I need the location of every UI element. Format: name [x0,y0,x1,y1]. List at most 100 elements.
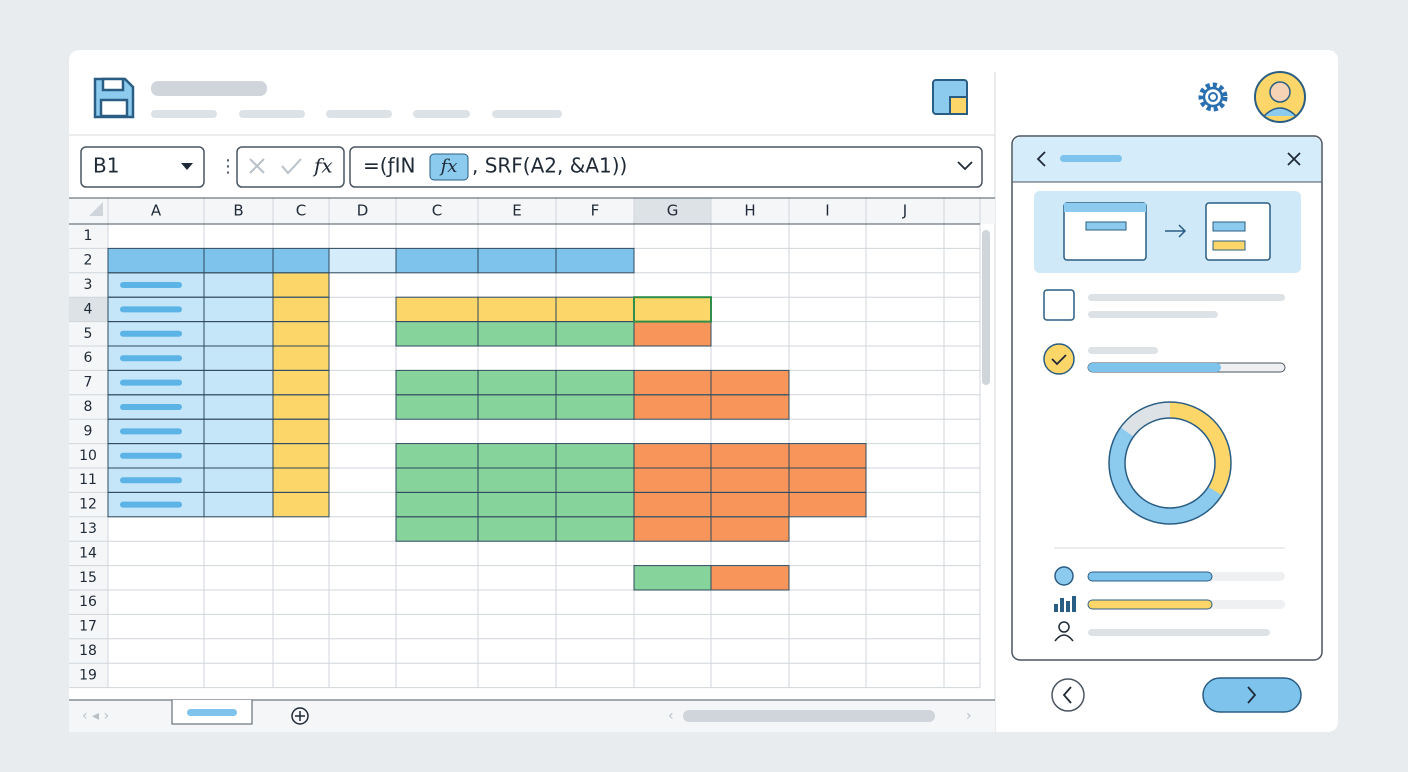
cell-fill [396,468,478,493]
row-header: 6 [84,350,93,366]
check-icon [1051,354,1067,366]
column-header: I [825,202,829,220]
dropdown-arrow[interactable] [181,163,193,170]
column-header: F [591,202,600,220]
cell-fill [396,370,478,395]
row-header: 3 [84,277,93,293]
accept-button[interactable] [281,158,302,175]
cell-fill [634,321,711,346]
name-box[interactable] [80,146,205,188]
save-icon[interactable] [93,77,135,119]
illustration [1212,221,1246,232]
progress-fill [1087,599,1213,610]
row-header: 12 [79,497,97,513]
status-icon [1054,566,1074,586]
column-header-bar [69,198,995,224]
arrow [1165,224,1187,238]
cell-border [710,565,790,591]
donut-outline [1124,417,1216,509]
formula-text: =(ƒIN [363,154,415,178]
prev-button[interactable] [1051,678,1085,712]
cell-fill [396,297,478,322]
column-header: A [151,202,162,220]
check-icon [1043,343,1075,375]
fx-button[interactable]: fx [312,154,333,178]
row-header: 11 [79,472,97,488]
cell-fill [204,443,273,468]
cell-content [120,501,182,508]
cell-fill [556,370,634,395]
expand-arrow[interactable] [957,161,973,171]
row-header: 15 [79,570,97,586]
formula-input[interactable] [349,146,983,188]
cell-fill [273,443,329,468]
cancel-button[interactable] [249,158,265,174]
settings-icon[interactable] [1198,82,1228,112]
panel-back[interactable] [1036,151,1046,167]
cell-fill [273,419,329,444]
tab-nav[interactable]: ‹ ◂ › [82,708,109,724]
row-header: 7 [84,375,93,391]
add-sheet[interactable] [291,707,309,725]
formula-buttons [236,146,345,188]
cell-content [120,379,182,386]
cell-content [120,355,182,362]
panel-close[interactable] [1287,152,1301,166]
cell-fill [556,492,634,517]
cell-fill [634,468,711,493]
cell-fill [396,321,478,346]
cell-fill [273,394,329,420]
cell-fill [711,370,789,395]
menu-placeholders [151,110,562,118]
cell-fill [478,297,556,322]
add-sheet-plus [295,711,305,721]
cell-fill [556,516,634,542]
cell-content [120,428,182,435]
cell-fill [711,492,789,517]
select-all [89,202,103,216]
avatar[interactable] [1254,71,1306,123]
next-arrow [1247,686,1257,704]
cell-fill [396,492,478,517]
panel-header [1013,136,1321,182]
cell-fill [478,321,556,346]
row-header: 19 [79,667,97,683]
column-header: G [667,202,679,220]
cell-fill [204,492,273,517]
cell-border [710,516,790,542]
donut-outline [1108,401,1232,525]
cell-fill [556,248,634,273]
formula-text: , SRF(A2, &A1)) [472,154,627,178]
scroll-left[interactable]: ‹ [668,708,674,724]
cell-fill [329,248,396,273]
cell-border [555,247,635,274]
cell-fill [556,468,634,493]
cell-fill [273,370,329,395]
cell-fill [478,516,556,542]
bars-icon [1054,596,1076,612]
v-scrollbar[interactable] [982,230,990,385]
next-button[interactable] [1202,677,1302,713]
cell-fill [711,394,789,420]
scroll-right[interactable]: › [966,708,972,724]
h-scrollbar[interactable] [683,710,935,722]
cell-fill [711,565,789,590]
cell-fill [204,468,273,493]
cell-border [710,394,790,420]
row-header: 2 [84,253,93,269]
cell-fill [556,297,634,322]
column-highlight [634,198,711,224]
cell-fill [634,443,711,468]
cell-fill [711,468,789,493]
cell-fill [478,248,556,273]
cell-border [328,247,397,274]
cell-fill [204,248,273,273]
prev-arrow [1062,686,1072,704]
formula-fx: fx [439,156,458,177]
calculator-icon[interactable] [932,79,968,115]
cell-fill [634,370,711,395]
column-header: E [512,202,521,220]
placeholder [1088,311,1218,318]
cell-content [120,452,182,459]
